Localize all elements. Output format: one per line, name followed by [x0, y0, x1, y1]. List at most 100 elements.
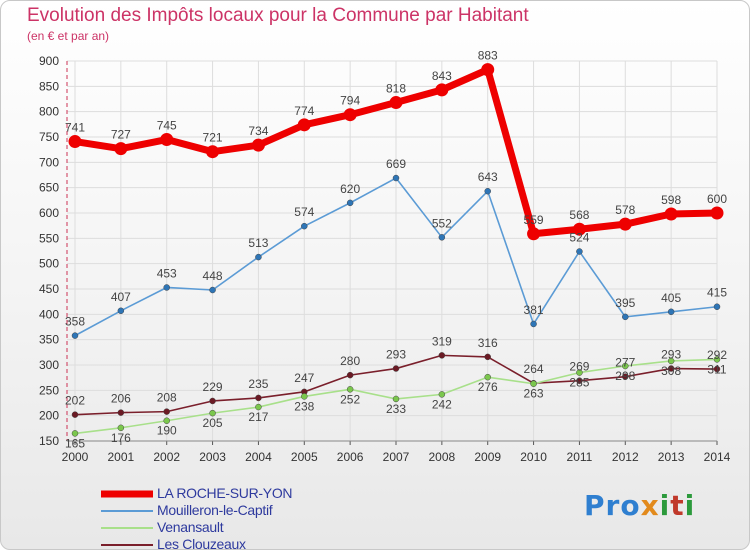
data-label: 176	[111, 431, 131, 445]
data-point	[667, 365, 675, 372]
data-label: 559	[524, 213, 544, 227]
data-point	[618, 217, 632, 231]
data-point	[301, 222, 308, 230]
data-point	[117, 409, 125, 416]
data-label: 233	[386, 402, 406, 416]
chart-title: Evolution des Impôts locaux pour la Comm…	[27, 5, 529, 26]
y-tick-label: 150	[39, 434, 59, 448]
data-label: 311	[707, 362, 726, 376]
data-label: 292	[707, 348, 727, 362]
data-point	[206, 145, 220, 159]
data-label: 298	[615, 369, 635, 383]
data-point	[392, 174, 400, 182]
legend-swatch	[101, 526, 153, 529]
y-tick-label: 800	[39, 105, 59, 119]
data-point	[484, 353, 491, 361]
chart-subtitle: (en € et par an)	[27, 29, 110, 43]
data-point	[209, 286, 216, 294]
data-point	[576, 369, 583, 376]
data-label: 208	[157, 391, 177, 405]
data-point	[484, 187, 491, 195]
data-label: 381	[524, 303, 544, 317]
data-point	[713, 303, 721, 310]
x-tick-label: 2013	[658, 450, 685, 464]
x-tick-label: 2008	[429, 450, 456, 464]
legend-label: Les Clouzeaux	[157, 536, 246, 550]
data-point	[114, 142, 128, 156]
data-label: 415	[707, 286, 727, 300]
data-label: 513	[248, 236, 268, 250]
data-point	[163, 284, 170, 291]
data-label: 206	[111, 392, 131, 406]
legend-swatch	[101, 490, 153, 497]
data-point	[667, 357, 675, 365]
data-label: 578	[615, 203, 635, 217]
series	[68, 63, 724, 437]
x-tick-label: 2003	[199, 450, 226, 464]
data-point	[255, 394, 262, 402]
y-tick-label: 550	[39, 231, 59, 245]
data-point	[343, 108, 357, 122]
data-point	[68, 135, 82, 149]
data-point	[392, 395, 400, 403]
data-label: 883	[478, 49, 498, 63]
data-label: 574	[294, 205, 314, 219]
data-label: 190	[157, 424, 177, 438]
y-tick-label: 200	[39, 409, 59, 423]
proxiti-logo: Proxiti	[584, 489, 696, 522]
legend-swatch	[101, 543, 153, 546]
x-tick-label: 2000	[62, 450, 89, 464]
data-point	[576, 248, 583, 255]
data-point	[251, 138, 265, 152]
x-tick-label: 2006	[337, 450, 364, 464]
y-tick-label: 350	[39, 333, 59, 347]
data-point	[117, 424, 125, 432]
y-tick-label: 300	[39, 358, 59, 372]
data-label: 276	[478, 380, 498, 394]
data-label: 721	[203, 131, 223, 145]
data-label: 741	[65, 121, 85, 135]
data-point	[297, 118, 311, 132]
data-point	[622, 362, 629, 370]
series-mouilleron-le-captif	[71, 174, 721, 339]
data-point	[163, 417, 170, 424]
y-tick-label: 600	[39, 206, 59, 220]
data-label: 229	[203, 380, 223, 394]
data-label: 643	[478, 170, 498, 184]
data-point	[389, 96, 403, 110]
data-point	[576, 377, 583, 384]
data-point	[572, 222, 586, 236]
data-point	[438, 352, 446, 359]
data-label: 407	[111, 290, 131, 304]
data-point	[664, 207, 678, 221]
x-tick-label: 2005	[291, 450, 318, 464]
data-point	[160, 133, 174, 147]
x-tick-label: 2009	[474, 450, 501, 464]
data-label: 453	[157, 266, 177, 280]
data-label: 263	[524, 387, 544, 401]
y-tick-label: 400	[39, 307, 59, 321]
data-point	[209, 409, 216, 417]
data-point	[346, 371, 354, 379]
data-point	[710, 206, 724, 220]
data-label: 405	[661, 291, 681, 305]
data-label: 293	[386, 348, 406, 362]
data-point	[163, 408, 170, 415]
data-label: 285	[569, 376, 589, 390]
data-label: 202	[65, 394, 85, 408]
data-label: 727	[111, 128, 131, 142]
data-label: 217	[248, 410, 268, 424]
x-tick-label: 2012	[612, 450, 639, 464]
x-tick-label: 2004	[245, 450, 272, 464]
data-label: 598	[661, 193, 681, 207]
data-label: 308	[661, 364, 681, 378]
data-label: 319	[432, 334, 452, 348]
data-label: 818	[386, 82, 406, 96]
legend-label: Mouilleron-le-Captif	[157, 502, 273, 518]
data-label: 568	[569, 208, 589, 222]
data-point	[713, 365, 721, 373]
data-label: 280	[340, 354, 360, 368]
data-label: 242	[432, 397, 452, 411]
y-tick-label: 650	[39, 181, 59, 195]
